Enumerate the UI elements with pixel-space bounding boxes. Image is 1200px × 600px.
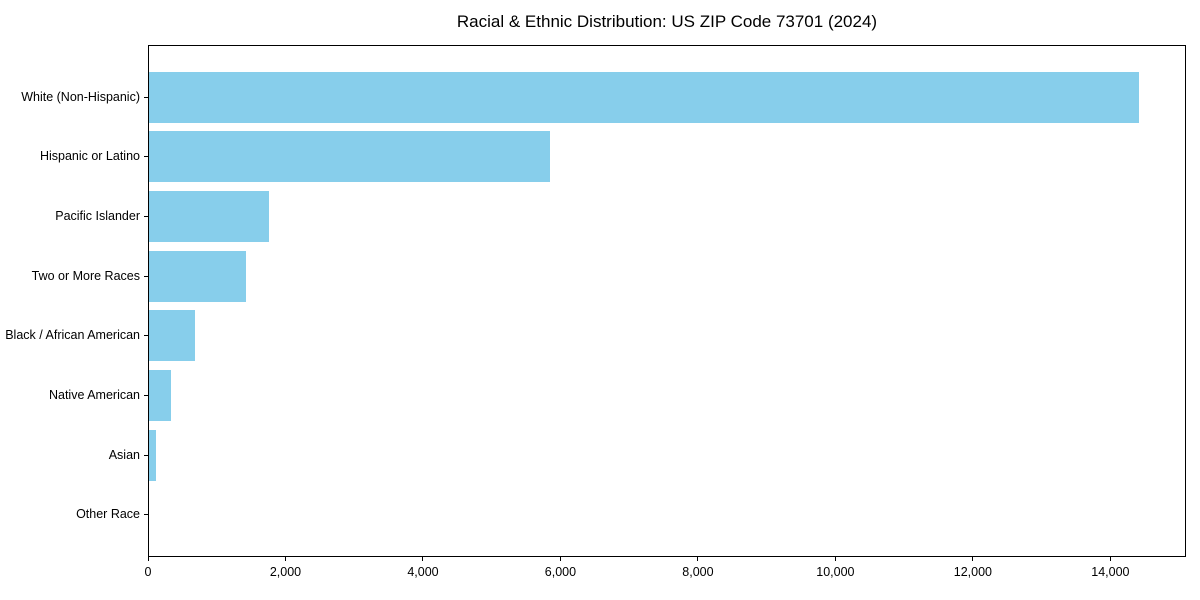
chart-bar	[149, 310, 196, 362]
plot-area	[148, 45, 1186, 557]
x-tick-label: 2,000	[269, 565, 302, 579]
y-tick-mark	[144, 335, 148, 337]
y-tick-mark	[144, 514, 148, 516]
x-tick-label: 12,000	[953, 565, 992, 579]
x-tick-label: 6,000	[544, 565, 577, 579]
y-tick-mark	[144, 96, 148, 98]
y-tick-mark	[144, 156, 148, 158]
y-tick-label: Hispanic or Latino	[39, 149, 140, 164]
chart-bar	[149, 131, 551, 183]
y-tick-label: Two or More Races	[31, 268, 140, 283]
chart-bar	[149, 190, 270, 242]
y-tick-label: Asian	[108, 447, 140, 462]
chart-bar	[149, 71, 1139, 123]
x-tick-mark	[559, 557, 561, 561]
x-tick-label: 8,000	[682, 565, 714, 579]
x-tick-mark	[284, 557, 286, 561]
x-tick-mark	[697, 557, 699, 561]
x-tick-label: 10,000	[816, 565, 855, 579]
y-tick-label: White (Non-Hispanic)	[21, 89, 140, 104]
y-tick-label: Black / African American	[5, 328, 140, 343]
x-tick-mark	[972, 557, 974, 561]
chart-bar	[149, 429, 156, 481]
chart-bar	[149, 370, 171, 421]
x-tick-mark	[834, 557, 836, 561]
x-tick-label: 0	[144, 565, 152, 579]
y-tick-label: Other Race	[76, 507, 140, 522]
x-tick-mark	[422, 557, 424, 561]
y-tick-label: Native American	[48, 388, 140, 402]
x-tick-mark	[147, 557, 149, 561]
y-tick-mark	[144, 395, 148, 396]
x-tick-mark	[1109, 557, 1111, 561]
chart-bar	[149, 250, 246, 302]
y-tick-mark	[144, 215, 148, 217]
chart-title: Racial & Ethnic Distribution: US ZIP Cod…	[456, 12, 878, 31]
x-tick-label: 14,000	[1091, 565, 1130, 579]
y-tick-mark	[144, 275, 148, 277]
y-tick-mark	[144, 454, 148, 456]
y-tick-label: Pacific Islander	[55, 208, 140, 223]
x-tick-label: 4,000	[407, 565, 439, 579]
